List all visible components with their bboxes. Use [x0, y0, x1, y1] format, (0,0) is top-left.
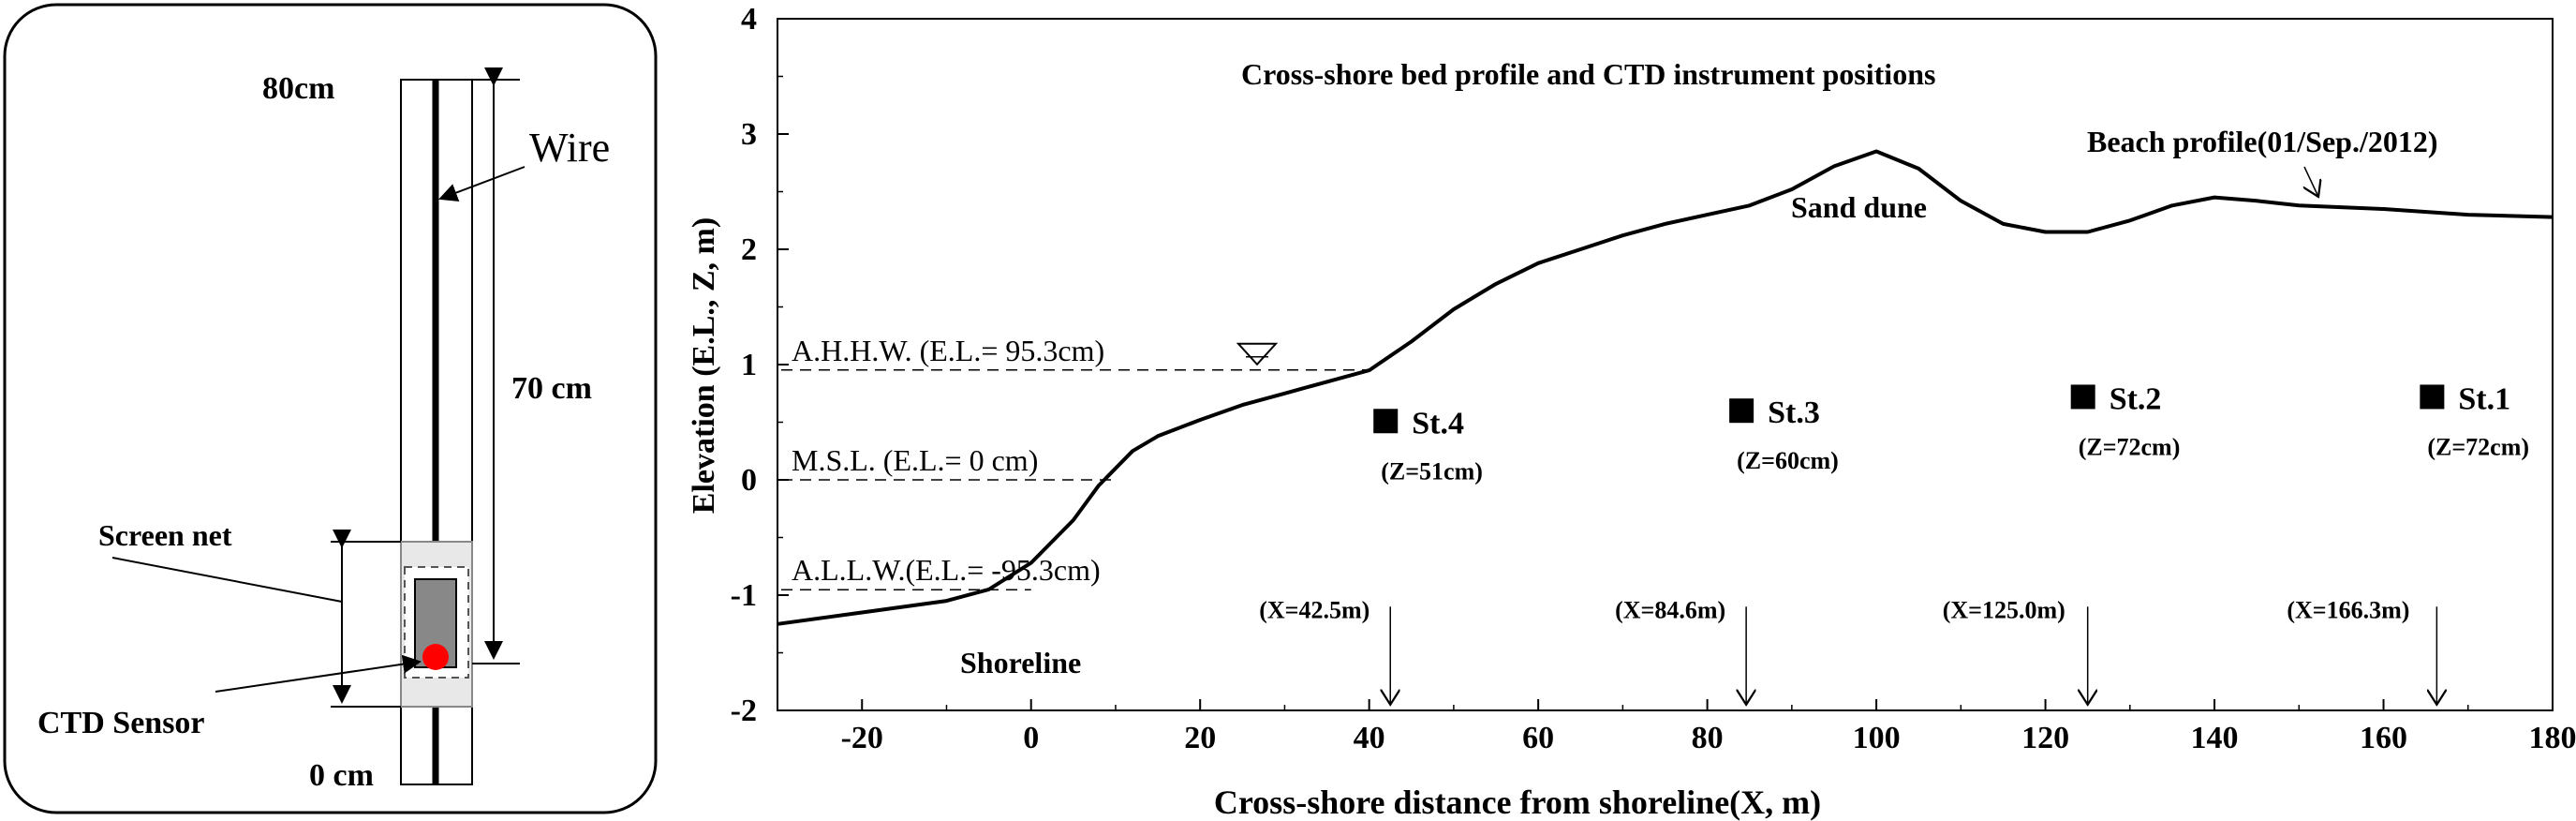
bottom-label: 0 cm — [309, 758, 374, 793]
x-tick-label: 140 — [2191, 721, 2239, 755]
x-tick-label: 100 — [1853, 721, 1901, 755]
y-tick-label: 2 — [741, 232, 757, 267]
sensor-pointer — [215, 654, 422, 693]
ctd-sensor-dot — [422, 644, 449, 670]
water-level-symbol — [1236, 342, 1279, 366]
length-label: 70 cm — [511, 371, 592, 406]
beach-profile-chart: -20 0 20 40 60 80 100 120 140 160 180 -2 -1 0 1 2 3 4 A.H… — [687, 2, 2576, 821]
station-marker — [1373, 409, 1399, 434]
station-name: St.4 — [1412, 406, 1464, 440]
x-axis-label: Cross-shore distance from shoreline(X, m… — [1214, 784, 1821, 821]
y-axis-label: Elevation (E.L., Z, m) — [687, 217, 721, 514]
sensor-label: CTD Sensor — [37, 706, 205, 740]
station-name: St.3 — [1768, 396, 1820, 430]
station-z-label: (Z=72cm) — [2427, 433, 2529, 460]
station-x-label: (X=125.0m) — [1943, 597, 2065, 624]
station-name: St.1 — [2458, 381, 2510, 416]
wire-label: Wire — [529, 125, 610, 171]
x-tick-label: 180 — [2529, 721, 2576, 755]
x-tick-label: 0 — [1023, 721, 1039, 755]
datum-label: M.S.L. (E.L.= 0 cm) — [792, 443, 1038, 477]
dune-annotation: Sand dune — [1791, 190, 1927, 224]
y-tick-label: -1 — [731, 578, 757, 613]
station-marker — [2420, 384, 2445, 410]
axis-ticks: -20 0 20 40 60 80 100 120 140 160 180 -2 -1 0 1 2 3 4 — [731, 2, 2576, 755]
datum-lines: A.H.H.W. (E.L.= 95.3cm) M.S.L. (E.L.= 0 c… — [781, 334, 1369, 590]
x-tick-label: 40 — [1354, 721, 1385, 755]
chart-title: Cross-shore bed profile and CTD instrume… — [1241, 57, 1935, 91]
y-tick-label: 3 — [741, 117, 757, 152]
datum-label: A.L.L.W.(E.L.= -95.3cm) — [792, 553, 1101, 587]
station-x-label: (X=166.3m) — [2287, 597, 2409, 624]
station-name: St.2 — [2110, 381, 2162, 416]
y-tick-label: 1 — [741, 348, 757, 382]
station-x-label: (X=84.6m) — [1615, 597, 1725, 624]
screen-net-label: Screen net — [98, 518, 232, 552]
instrument-schematic: 70 cm 80cm 0 cm Wire Screen net CTD Sens… — [3, 3, 658, 814]
y-tick-label: 0 — [741, 463, 757, 498]
beach-profile-pointer — [2304, 166, 2318, 197]
y-tick-label: -2 — [731, 694, 757, 728]
beach-profile-annotation: Beach profile(01/Sep./2012) — [2087, 125, 2438, 158]
station-marker — [1729, 398, 1754, 424]
station-z-label: (Z=60cm) — [1737, 447, 1839, 474]
x-tick-label: 60 — [1522, 721, 1554, 755]
wire-pointer — [438, 166, 526, 202]
schematic-frame — [3, 3, 658, 814]
series-line-beach-profile — [777, 149, 2554, 626]
y-tick-label: 4 — [741, 2, 757, 37]
x-tick-label: 80 — [1692, 721, 1724, 755]
shoreline-annotation: Shoreline — [960, 646, 1081, 679]
stations: St.4 (Z=51cm) (X=42.5m) St.3 (Z=60cm) (X=84.6… — [1259, 381, 2529, 704]
datum-label: A.H.H.W. (E.L.= 95.3cm) — [792, 334, 1104, 367]
station-x-label: (X=42.5m) — [1259, 597, 1369, 624]
x-tick-label: -20 — [841, 721, 883, 755]
x-tick-label: 120 — [2021, 721, 2069, 755]
station-z-label: (Z=51cm) — [1381, 457, 1483, 485]
x-tick-label: 160 — [2360, 721, 2407, 755]
screen-net-pointer — [111, 557, 343, 603]
station-marker — [2070, 384, 2095, 410]
x-tick-label: 20 — [1184, 721, 1216, 755]
top-label: 80cm — [262, 71, 334, 106]
station-z-label: (Z=72cm) — [2079, 433, 2181, 460]
